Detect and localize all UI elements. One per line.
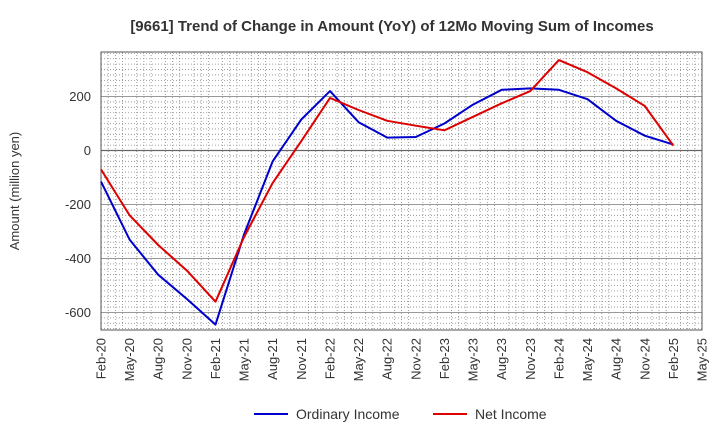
plot-area [100, 51, 703, 331]
plot-border [100, 51, 703, 331]
y-axis-ticks: 200 0 -200 -400 -600 [65, 89, 91, 320]
x-tick-label: Aug-23 [494, 338, 509, 380]
x-tick-label: May-23 [466, 338, 481, 381]
x-tick-label: Aug-24 [609, 338, 624, 380]
series-line-net-income [100, 59, 675, 303]
x-tick-label: Feb-23 [437, 338, 452, 379]
x-tick-label: Nov-23 [523, 338, 538, 380]
x-tick-label: Aug-22 [380, 338, 395, 380]
x-tick-label: Feb-20 [94, 338, 109, 379]
y-tick-label: -600 [65, 305, 91, 320]
x-tick-label: Nov-24 [637, 338, 652, 380]
x-tick-label: Aug-20 [151, 338, 166, 380]
chart-title: [9661] Trend of Change in Amount (YoY) o… [130, 18, 653, 35]
legend: Ordinary Income Net Income [254, 406, 547, 422]
y-axis-label: Amount (million yen) [7, 132, 22, 251]
x-tick-label: Feb-24 [551, 338, 566, 379]
x-tick-label: May-25 [695, 338, 710, 381]
x-tick-label: Nov-21 [294, 338, 309, 380]
x-tick-label: Nov-20 [179, 338, 194, 380]
x-tick-label: May-24 [580, 338, 595, 381]
x-tick-label: May-21 [237, 338, 252, 381]
y-tick-label: -400 [65, 251, 91, 266]
y-tick-label: 0 [84, 143, 91, 158]
x-tick-label: May-20 [122, 338, 137, 381]
legend-label: Net Income [475, 406, 547, 422]
x-tick-label: Feb-25 [666, 338, 681, 379]
x-tick-label: Nov-22 [408, 338, 423, 380]
x-axis-ticks: Feb-20 May-20 Aug-20 Nov-20 Feb-21 May-21 Aug-… [94, 338, 710, 381]
x-tick-label: Feb-22 [322, 338, 337, 379]
legend-label: Ordinary Income [296, 406, 400, 422]
x-tick-label: Feb-21 [208, 338, 223, 379]
series-line-ordinary-income [100, 87, 674, 326]
y-tick-label: 200 [69, 89, 91, 104]
x-tick-label: May-22 [351, 338, 366, 381]
x-tick-label: Aug-21 [265, 338, 280, 380]
y-tick-label: -200 [65, 197, 91, 212]
